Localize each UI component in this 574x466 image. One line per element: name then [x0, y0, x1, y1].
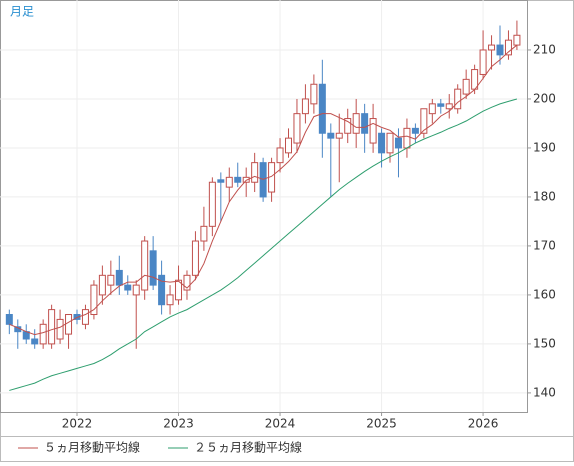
candle-body [48, 309, 56, 345]
candle-body [344, 118, 352, 134]
candle-body [217, 179, 225, 183]
candle-body [56, 318, 64, 340]
y-tick-label: 170 [533, 238, 556, 252]
candle-body [394, 137, 402, 149]
candle-body [65, 314, 73, 335]
candle-body [81, 309, 89, 325]
candle-body [276, 147, 284, 164]
y-tick-label: 160 [533, 287, 556, 301]
legend-label: ２５ヵ月移動平均線 [194, 440, 302, 455]
candle-body [454, 88, 462, 110]
candle-body [513, 34, 521, 46]
candle-body [504, 39, 512, 56]
candle-body [462, 78, 470, 95]
candle-body [420, 108, 428, 134]
candle-body [166, 294, 174, 306]
candle-body [90, 284, 98, 316]
candle-body [158, 274, 166, 306]
candle-body [496, 44, 504, 56]
candle-body [361, 113, 369, 134]
candle-body [310, 83, 318, 105]
y-tick-label: 200 [533, 91, 556, 105]
candle-body [175, 279, 183, 301]
legend-label: ５ヵ月移動平均線 [44, 440, 140, 455]
candle-body [369, 118, 377, 144]
candle-body [251, 162, 259, 183]
moving-average-line [9, 44, 518, 336]
candle-body [132, 284, 140, 296]
candle-body [378, 132, 386, 154]
candle-body [225, 176, 233, 188]
y-tick-label: 140 [533, 385, 556, 399]
x-tick-label: 2022 [62, 417, 93, 431]
candle-body [479, 49, 487, 75]
candle-body [301, 98, 309, 115]
candle-body [335, 132, 343, 139]
candle-body [437, 103, 445, 107]
marks [5, 20, 521, 391]
x-tick-label: 2023 [163, 417, 194, 431]
candle-body [318, 83, 326, 134]
chart-label: 月足 [10, 5, 34, 19]
candle-body [293, 113, 301, 144]
candle-body [352, 113, 360, 134]
x-tick-label: 2025 [366, 417, 397, 431]
grid [0, 0, 531, 416]
candle-body [234, 176, 242, 183]
candle-body [386, 132, 394, 154]
candle-body [115, 269, 123, 286]
candle-body [31, 338, 39, 345]
candle-body [107, 274, 115, 286]
y-tick-label: 180 [533, 189, 556, 203]
candle-body [183, 274, 191, 291]
candle-body [39, 323, 47, 345]
y-tick-label: 150 [533, 336, 556, 350]
x-tick-label: 2024 [265, 417, 296, 431]
candle-body [208, 181, 216, 227]
candle-body [327, 132, 335, 139]
candle-body [411, 127, 419, 134]
candle-body [428, 103, 436, 115]
candle-body [98, 274, 106, 296]
candle-body [141, 240, 149, 291]
candle-body [403, 127, 411, 149]
y-tick-label: 210 [533, 42, 556, 56]
x-tick-label: 2026 [468, 417, 499, 431]
candle-body [149, 250, 157, 286]
y-tick-label: 190 [533, 140, 556, 154]
moving-average-line [9, 98, 518, 391]
candle-body [200, 225, 208, 242]
candle-body [488, 44, 496, 51]
candle-body [5, 314, 13, 325]
plot-area [0, 0, 528, 413]
candle-body [285, 137, 292, 154]
candle-body [191, 240, 199, 276]
candle-body [124, 284, 132, 291]
candle-body [445, 103, 453, 110]
